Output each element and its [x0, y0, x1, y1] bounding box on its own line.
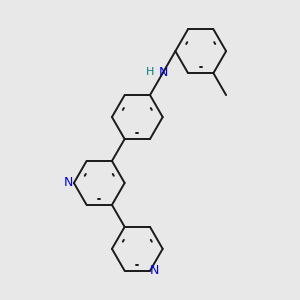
Text: H: H — [146, 67, 154, 77]
Text: N: N — [158, 66, 168, 79]
Text: N: N — [64, 176, 73, 189]
Text: N: N — [149, 264, 159, 277]
